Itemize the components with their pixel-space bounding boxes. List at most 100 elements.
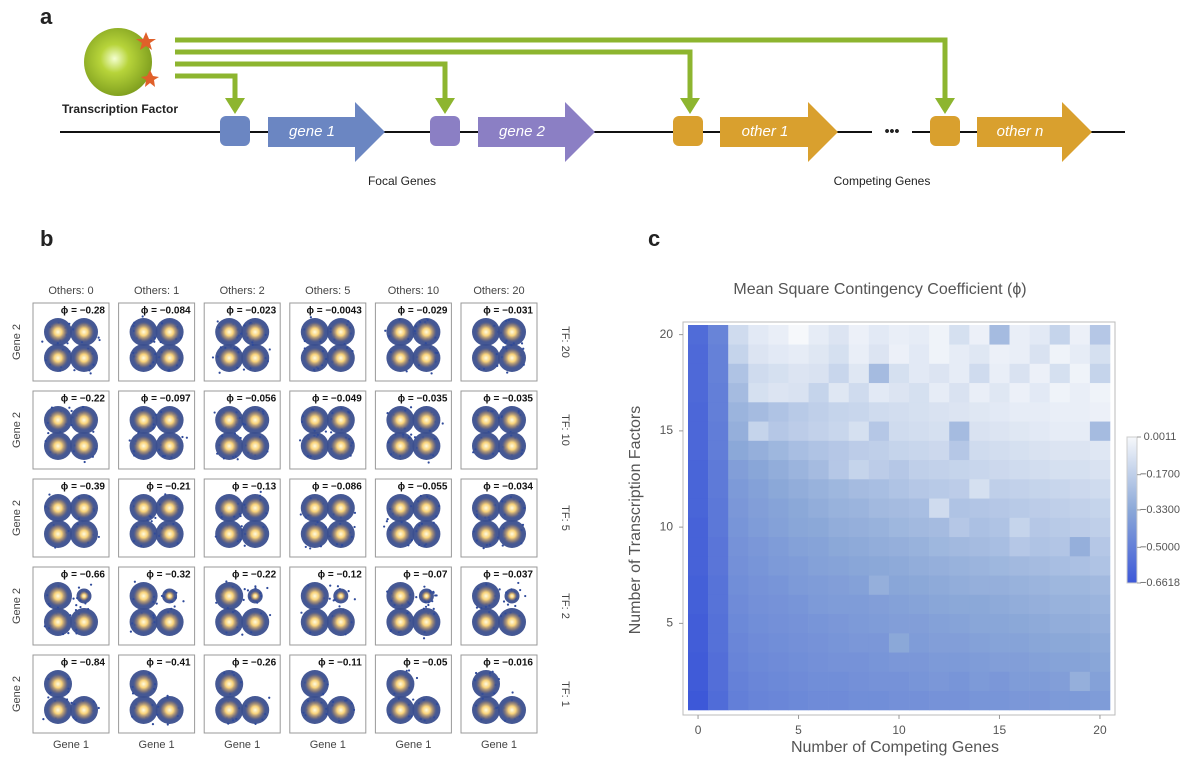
density-dot [504,720,506,722]
density-dot [425,606,427,608]
density-dot [410,406,412,408]
heatmap-cell [949,364,969,384]
heatmap-cell [889,402,909,422]
density-dot [151,520,153,522]
phi-label: ϕ = −0.055 [398,482,448,493]
density-dot [316,521,318,523]
heatmap-cell [929,479,949,499]
density-dot [181,436,183,438]
density-dot [140,545,142,547]
heatmap-cell [849,575,869,595]
heatmap-cell [849,614,869,634]
heatmap-cell [768,595,788,615]
heatmap-cell [829,402,849,422]
heatmap-cell [748,441,768,461]
density-dot [330,431,332,433]
density-core [501,497,523,519]
heatmap-cell [949,537,969,557]
heatmap-cell [909,421,929,441]
heatmap-cell [969,537,989,557]
density-core [415,523,437,545]
density-dot [227,723,229,725]
density-dot [44,505,46,507]
density-dot [132,499,134,501]
heatmap-cell [768,614,788,634]
heatmap-cell [708,479,728,499]
density-dot [407,544,409,546]
heatmap-cell [929,344,949,364]
density-core [415,611,437,633]
density-dot [520,542,522,544]
heatmap-cell [1090,421,1110,441]
heatmap-cell [949,652,969,672]
density-core [475,523,497,545]
density-core [159,523,181,545]
density-core [507,591,518,602]
heatmap-cell [949,479,969,499]
density-core [159,435,181,457]
heatmap-cell [1050,364,1070,384]
heatmap-cell [969,441,989,461]
heatmap-cell [1070,498,1090,518]
heatmap-cell [788,402,808,422]
heatmap-cell [748,383,768,403]
density-dot [73,369,75,371]
heatmap-cell [788,652,808,672]
density-core [244,409,266,431]
heatmap-cell [889,575,909,595]
heatmap-cell [708,518,728,538]
density-dot [98,536,100,538]
density-dot [154,517,156,519]
phi-label: ϕ = −0.084 [141,306,191,317]
heatmap-cell [1050,614,1070,634]
row-label: TF: 10 [559,414,571,446]
density-dot [90,584,92,586]
heatmap-cell [1050,498,1070,518]
heatmap-cell [949,441,969,461]
density-core [304,497,326,519]
heatmap-cell [1090,614,1110,634]
heatmap-cell [768,421,788,441]
heatmap-cell [1050,441,1070,461]
heatmap-cell [929,498,949,518]
heatmap-cell [768,364,788,384]
density-core [415,409,437,431]
heatmap-cell [788,325,808,345]
density-dot [41,341,43,343]
heatmap-cell [1090,325,1110,345]
heatmap-cell [909,614,929,634]
heatmap-cell [929,518,949,538]
heatmap-cell [969,460,989,480]
density-core [330,497,352,519]
density-core [133,409,155,431]
heatmap-cell [1010,498,1030,518]
heatmap-cell [869,614,889,634]
heatmap-cell [748,595,768,615]
figure: a Transcription Factor gene 1 gene 2 oth… [0,0,1203,759]
density-dot [523,364,525,366]
heatmap-cell [708,460,728,480]
heatmap-cell [969,672,989,692]
density-dot [42,718,44,720]
x-tick-label: 10 [892,723,906,737]
density-dot [98,707,100,709]
density-dot [406,670,408,672]
heatmap-cell [768,460,788,480]
heatmap-cell [909,518,929,538]
density-core [475,409,497,431]
gene-label: gene 1 [289,123,335,140]
phi-label: ϕ = −0.034 [483,482,533,493]
density-dot [154,353,156,355]
density-dot [510,344,512,346]
density-core [244,523,266,545]
heatmap-cell [1050,325,1070,345]
heatmap-cell [989,325,1009,345]
heatmap-cell [1070,672,1090,692]
density-core [304,435,326,457]
density-dot [329,585,331,587]
density-core [389,497,411,519]
phi-label: ϕ = −0.13 [232,482,277,493]
density-core [330,699,352,721]
heatmap-cell [1050,537,1070,557]
heatmap-cell [1090,344,1110,364]
